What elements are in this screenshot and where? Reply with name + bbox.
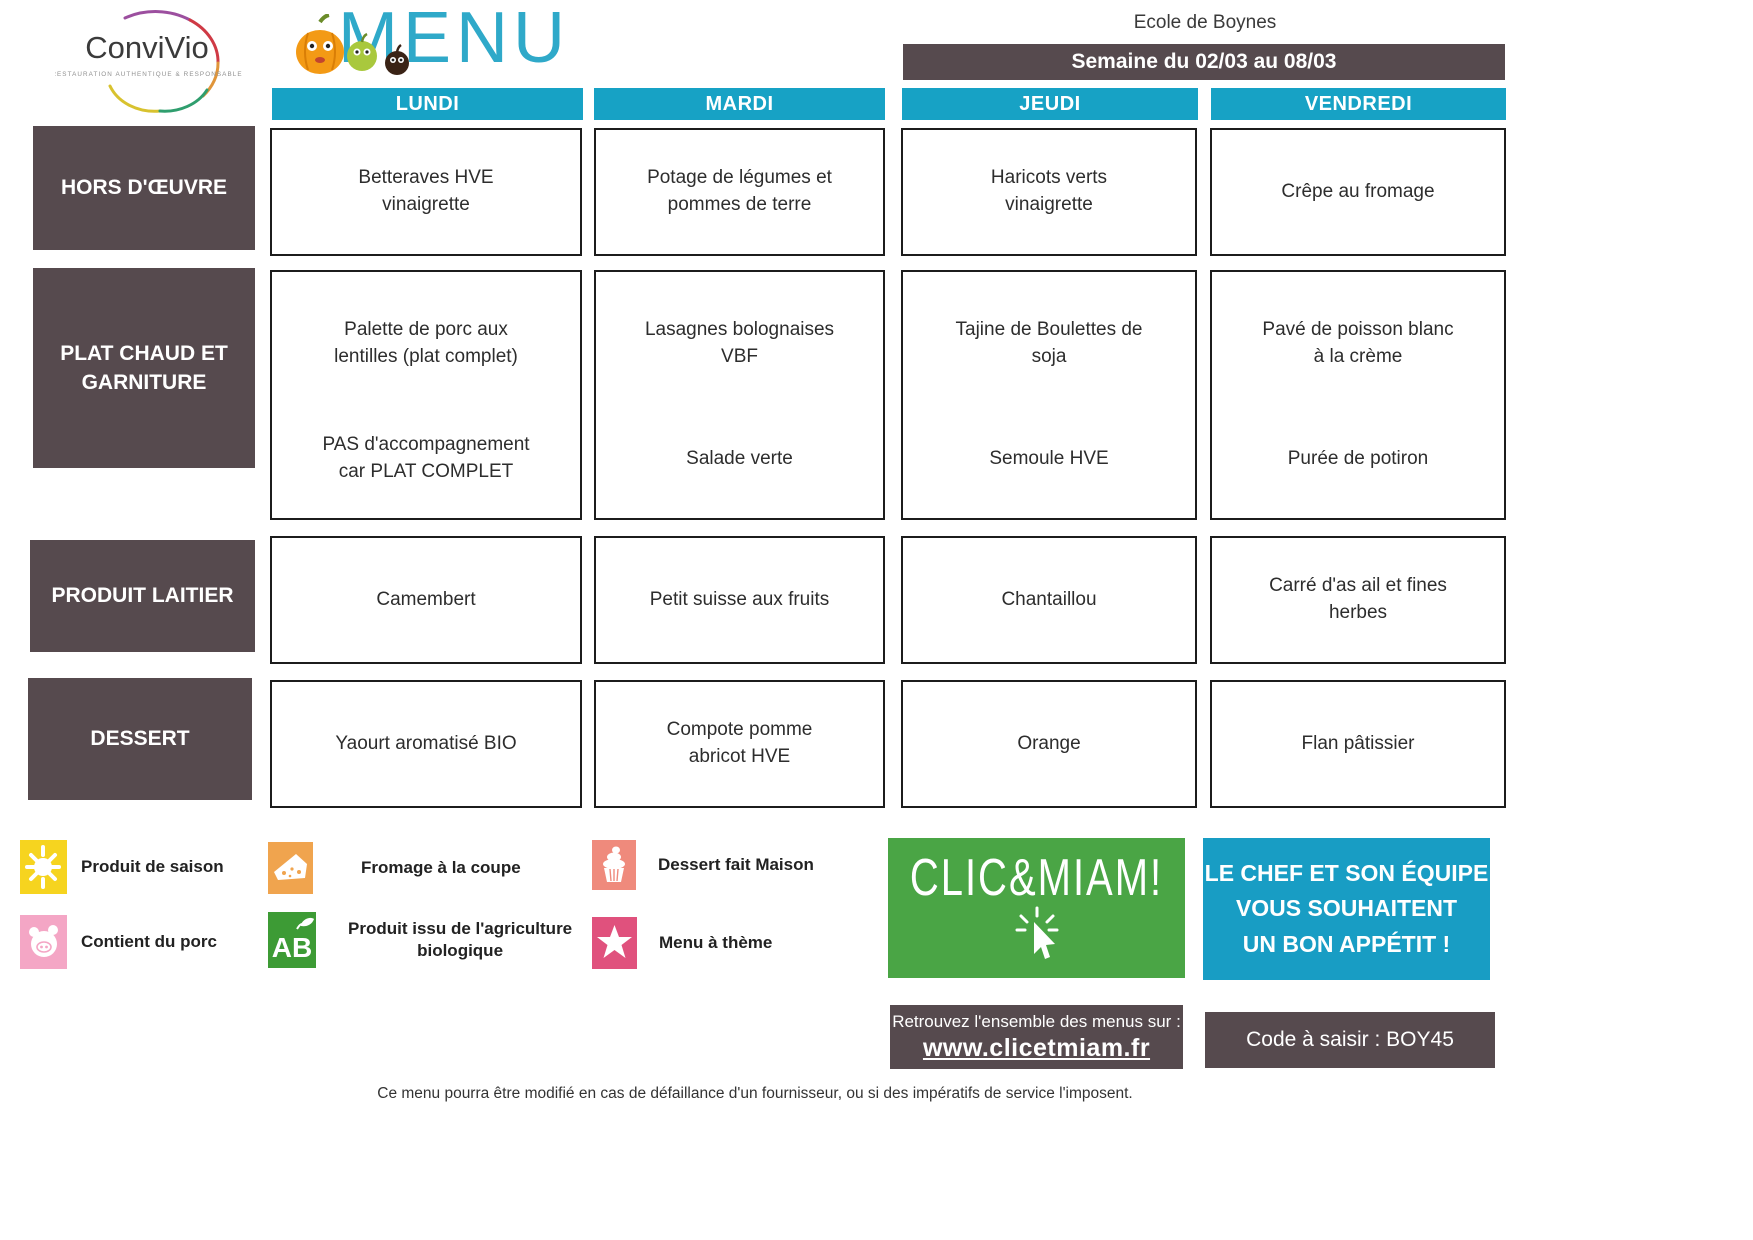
- menu-cell-lundi-laitier: Camembert: [270, 536, 582, 664]
- brand-tagline: RESTAURATION AUTHENTIQUE & RESPONSABLE: [55, 71, 243, 78]
- dish-main: Lasagnes bolognaises VBF: [644, 319, 835, 367]
- legend-label: Produit issu de l'agriculture biologique: [348, 918, 573, 960]
- menus-info-banner: Retrouvez l'ensemble des menus sur : www…: [890, 1005, 1183, 1069]
- menu-cell-vendredi-laitier: Carré d'as ail et fines herbes: [1210, 536, 1506, 664]
- legend-label: Produit de saison: [81, 856, 224, 876]
- day-header-jeudi: JEUDI: [902, 88, 1198, 120]
- menu-cell-jeudi-plat-chaud: Tajine de Boulettes de soja Semoule HVE: [901, 270, 1197, 520]
- star-icon: [592, 917, 637, 969]
- legend-item-produit-de-saison: Produit de saison: [20, 840, 224, 894]
- menu-cell-jeudi-hors-doeuvre: Haricots verts vinaigrette: [901, 128, 1197, 256]
- svg-text:AB: AB: [272, 932, 312, 963]
- dish-side: Salade verte: [686, 447, 793, 469]
- fruit-characters-icon: [294, 13, 429, 85]
- menu-cell-vendredi-plat-chaud: Pavé de poisson blanc à la crème Purée d…: [1210, 270, 1506, 520]
- cupcake-icon: [592, 840, 636, 890]
- code-banner: Code à saisir : BOY45: [1205, 1012, 1495, 1068]
- menu-cell-lundi-plat-chaud: Palette de porc aux lentilles (plat comp…: [270, 270, 582, 520]
- pig-icon: [20, 915, 67, 969]
- legend-item-dessert-fait-maison: Dessert fait Maison: [592, 840, 814, 890]
- menu-cell-vendredi-hors-doeuvre: Crêpe au fromage: [1210, 128, 1506, 256]
- legend-item-menu-a-theme: Menu à thème: [592, 917, 772, 969]
- row-label-dessert: DESSERT: [28, 678, 252, 800]
- row-label-plat-chaud: PLAT CHAUD ET GARNITURE: [33, 268, 255, 468]
- cursor-icon: [1015, 906, 1058, 959]
- menu-cell-mardi-hors-doeuvre: Potage de légumes et pommes de terre: [594, 128, 885, 256]
- menu-cell-mardi-dessert: Compote pomme abricot HVE: [594, 680, 885, 808]
- menu-cell-lundi-dessert: Yaourt aromatisé BIO: [270, 680, 582, 808]
- dish-side: Purée de potiron: [1287, 447, 1429, 469]
- dish-side: Semoule HVE: [989, 447, 1109, 469]
- legend-item-contient-du-porc: Contient du porc: [20, 915, 217, 969]
- row-label-hors-doeuvre: HORS D'ŒUVRE: [33, 126, 255, 250]
- legend-label: Dessert fait Maison: [658, 854, 814, 874]
- menu-cell-jeudi-laitier: Chantaillou: [901, 536, 1197, 664]
- menu-cell-mardi-laitier: Petit suisse aux fruits: [594, 536, 885, 664]
- clicmiam-banner: CLIC&MIAM!: [888, 838, 1185, 978]
- disclaimer: Ce menu pourra être modifié en cas de dé…: [377, 1085, 1133, 1102]
- cheese-icon: [268, 842, 313, 894]
- menu-cell-mardi-plat-chaud: Lasagnes bolognaises VBF Salade verte: [594, 270, 885, 520]
- school-name: Ecole de Boynes: [1133, 12, 1277, 33]
- row-label-produit-laitier: PRODUIT LAITIER: [30, 540, 255, 652]
- clicmiam-logo-text: CLIC&MIAM!: [909, 849, 1164, 907]
- dish-side: PAS d'accompagnement car PLAT COMPLET: [322, 434, 530, 482]
- menu-cell-vendredi-dessert: Flan pâtissier: [1210, 680, 1506, 808]
- dish-main: Tajine de Boulettes de soja: [955, 319, 1143, 367]
- menus-info-text: Retrouvez l'ensemble des menus sur :: [892, 1011, 1181, 1031]
- legend-label: Menu à thème: [659, 932, 773, 952]
- dish-main: Palette de porc aux lentilles (plat comp…: [334, 319, 518, 367]
- website-link[interactable]: www.clicetmiam.fr: [922, 1033, 1151, 1062]
- menu-cell-lundi-hors-doeuvre: Betteraves HVE vinaigrette: [270, 128, 582, 256]
- legend-item-agriculture-biologique: AB Produit issu de l'agriculture biologi…: [268, 912, 572, 968]
- day-header-vendredi: VENDREDI: [1211, 88, 1506, 120]
- day-header-mardi: MARDI: [594, 88, 885, 120]
- sun-icon: [20, 840, 67, 894]
- chef-banner: LE CHEF ET SON ÉQUIPE VOUS SOUHAITENT UN…: [1203, 838, 1490, 980]
- ab-icon: AB: [268, 912, 316, 968]
- menu-cell-jeudi-dessert: Orange: [901, 680, 1197, 808]
- legend-label: Contient du porc: [81, 931, 217, 951]
- dish-main: Pavé de poisson blanc à la crème: [1262, 319, 1454, 367]
- legend-label: Fromage à la coupe: [361, 857, 521, 877]
- legend-item-fromage-a-la-coupe: Fromage à la coupe: [268, 842, 521, 894]
- week-banner: Semaine du 02/03 au 08/03: [903, 44, 1505, 80]
- brand-name: ConviVio: [85, 30, 209, 65]
- day-header-lundi: LUNDI: [272, 88, 583, 120]
- logo-arcs: [108, 10, 220, 113]
- convivio-logo: ConviVio RESTAURATION AUTHENTIQUE & RESP…: [51, 8, 250, 125]
- page-title: MENU: [338, 0, 570, 78]
